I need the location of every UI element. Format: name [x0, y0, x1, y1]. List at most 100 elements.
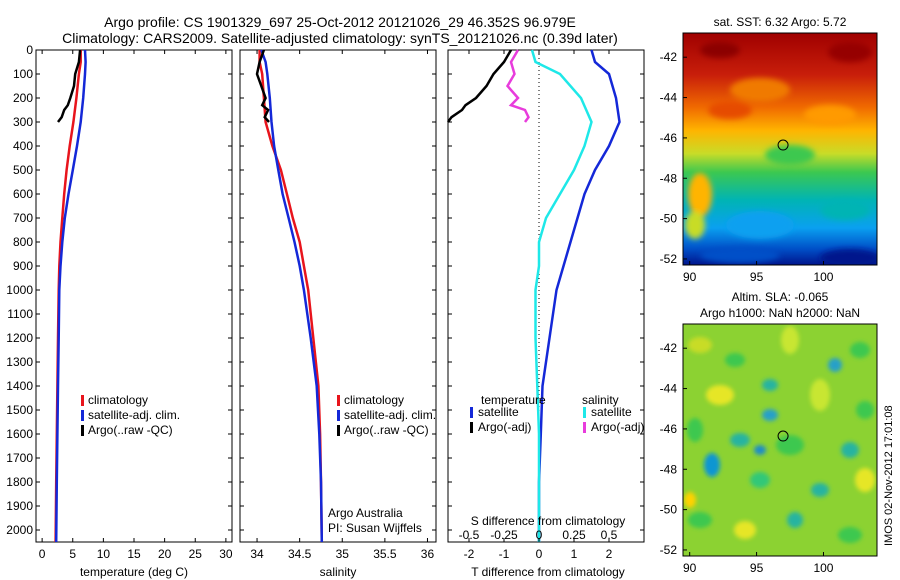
- series-line-1-2: [255, 49, 270, 123]
- legend-swatch: [337, 410, 340, 421]
- sla-texture-blob: [754, 445, 766, 455]
- xtick-label: 20: [158, 547, 172, 561]
- sla-texture-blob: [750, 472, 770, 488]
- latitude-tick-label: -52: [660, 543, 678, 557]
- legend-swatch: [81, 395, 84, 406]
- longitude-tick-label: 100: [813, 270, 833, 284]
- legend-label: Argo(-adj): [478, 420, 531, 434]
- latitude-tick-label: -50: [660, 212, 678, 226]
- legend-swatch: [583, 407, 586, 418]
- latitude-tick-label: -42: [660, 50, 678, 64]
- longitude-tick-label: 90: [683, 561, 697, 575]
- legend-swatch: [337, 425, 340, 436]
- legend-group-title: salinity: [582, 393, 619, 407]
- xtick-label: 1: [571, 547, 578, 561]
- header-line-2: Climatology: CARS2009. Satellite-adjuste…: [62, 30, 618, 46]
- imos-timestamp: IMOS 02-Nov-2012 17:01:08: [883, 405, 895, 546]
- depth-tick-label: 800: [13, 235, 33, 249]
- sla-map-frame: [682, 323, 878, 557]
- xtick-label: 35: [336, 547, 350, 561]
- legend-swatch: [81, 425, 84, 436]
- difference-toplabel: S difference from climatology: [471, 514, 626, 528]
- latitude-tick-label: -44: [660, 91, 678, 105]
- s-difference-tick-label: -0.5: [459, 528, 480, 542]
- depth-tick-label: 1700: [6, 451, 33, 465]
- depth-tick-label: 100: [13, 67, 33, 81]
- xtick-label: 0: [39, 547, 46, 561]
- annotation-argo-australia: Argo Australia: [328, 506, 403, 520]
- legend-swatch: [81, 410, 84, 421]
- sla-texture-blob: [811, 483, 829, 497]
- depth-tick-label: 2000: [6, 523, 33, 537]
- latitude-tick-label: -46: [660, 131, 678, 145]
- depth-tick-label: 500: [13, 163, 33, 177]
- sla-texture-blob: [762, 409, 778, 421]
- xtick-label: 10: [97, 547, 111, 561]
- header-line-1: Argo profile: CS 1901329_697 25-Oct-2012…: [104, 14, 576, 30]
- xtick-label: 25: [189, 547, 203, 561]
- xtick-label: 30: [219, 547, 233, 561]
- legend-label: satellite-adj. clim.: [88, 408, 180, 422]
- legend-label: satellite: [478, 405, 519, 419]
- legend-label: climatology: [88, 393, 148, 407]
- difference-profile-panel: -2 -1 0 1 2 -0.5 -0.25 0 0.25 0.5 T difference f…: [446, 49, 645, 579]
- legend-label: Argo(..raw -QC): [88, 423, 173, 437]
- series-line-2-2: [530, 49, 593, 542]
- sla-texture-blob: [730, 433, 750, 447]
- latitude-tick-label: -42: [660, 341, 678, 355]
- sla-texture-blob: [706, 385, 734, 405]
- sla-texture-blob: [684, 492, 696, 508]
- depth-tick-label: 300: [13, 115, 33, 129]
- series-line-2-0: [537, 49, 621, 542]
- depth-tick-label: 1600: [6, 427, 33, 441]
- sla-texture-blob: [856, 401, 874, 419]
- sla-texture-blob: [838, 527, 862, 543]
- sla-texture-blob: [841, 442, 859, 458]
- sla-texture-blob: [850, 342, 870, 358]
- xtick-label: 34: [250, 547, 264, 561]
- sla-texture-blob: [734, 521, 756, 539]
- sst-map-title: sat. SST: 6.32 Argo: 5.72: [714, 15, 847, 29]
- xtick-label: -1: [499, 547, 510, 561]
- argo-location-marker-sla: [777, 430, 789, 442]
- salinity-profile-panel: 34 34.5 35 35.5 36 salinity climatologysatel…: [239, 49, 437, 579]
- sla-map-subtitle: Argo h1000: NaN h2000: NaN: [700, 306, 860, 320]
- latitude-tick-label: -46: [660, 422, 678, 436]
- legend-label: Argo(-adj): [591, 420, 644, 434]
- sla-map-title: Altim. SLA: -0.065: [732, 290, 829, 304]
- depth-tick-label: 400: [13, 139, 33, 153]
- depth-tick-label: 1800: [6, 475, 33, 489]
- latitude-tick-label: -52: [660, 252, 678, 266]
- sla-texture-blob: [810, 379, 830, 411]
- sla-texture-blob: [704, 453, 720, 477]
- depth-tick-label: 200: [13, 91, 33, 105]
- legend-label: Argo(..raw -QC): [344, 423, 429, 437]
- depth-tick-label: 1200: [6, 331, 33, 345]
- legend-swatch: [470, 422, 473, 433]
- legend-label: satellite-adj. clim.: [344, 408, 436, 422]
- series-line-2-1: [446, 49, 513, 123]
- longitude-tick-label: 95: [750, 270, 764, 284]
- legend-swatch: [583, 422, 586, 433]
- argo-location-marker-sst: [777, 139, 789, 151]
- latitude-tick-label: -50: [660, 503, 678, 517]
- sla-texture-blob: [762, 379, 778, 391]
- difference-plot-frame: [447, 49, 645, 543]
- temperature-profile-panel: 0100200300400500600700800900100011001200…: [6, 43, 233, 579]
- xtick-label: 15: [127, 547, 141, 561]
- legend-group-title: temperature: [481, 393, 546, 407]
- depth-tick-label: 900: [13, 259, 33, 273]
- series-line-2-3: [505, 49, 530, 123]
- depth-tick-label: 0: [26, 43, 33, 57]
- depth-tick-label: 1100: [7, 307, 33, 321]
- sla-texture-blob: [828, 358, 842, 372]
- salinity-plot-frame: [239, 49, 437, 543]
- sla-texture-blob: [776, 435, 804, 455]
- salinity-xlabel: salinity: [320, 565, 357, 579]
- sla-texture-blob: [687, 418, 703, 442]
- temperature-plot-frame: [35, 49, 233, 543]
- xtick-label: 34.5: [288, 547, 312, 561]
- longitude-tick-label: 95: [750, 561, 764, 575]
